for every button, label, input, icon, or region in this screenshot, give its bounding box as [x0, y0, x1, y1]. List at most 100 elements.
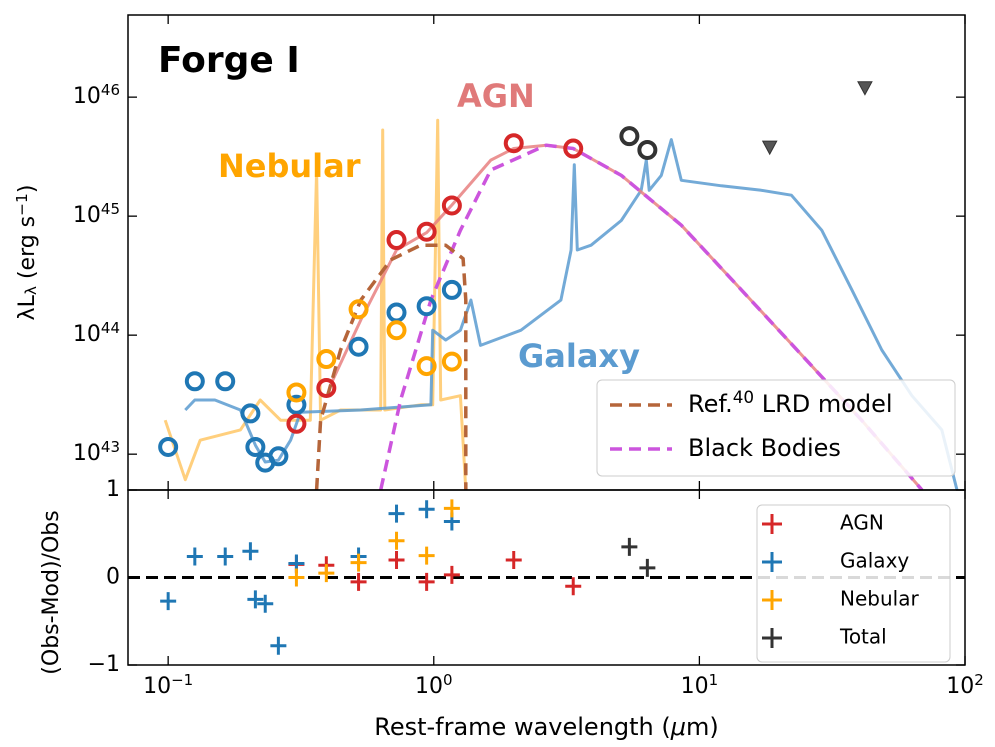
data-point — [316, 349, 337, 370]
y-tick-label: 1044 — [73, 319, 120, 347]
data-point — [441, 351, 462, 372]
data-point — [215, 371, 236, 392]
text-part: Ref. — [688, 390, 733, 418]
data-point — [563, 138, 584, 159]
tick-exponent: 43 — [101, 438, 120, 456]
y-axis-label: (Obs-Mod)/Obs — [39, 510, 64, 674]
y-tick-label: 1046 — [73, 81, 120, 109]
x-tick-label: 102 — [946, 671, 984, 699]
tick-base: 10 — [681, 674, 709, 699]
residual-marker — [350, 572, 367, 591]
annotation: Nebular — [218, 147, 361, 185]
residual-marker — [186, 547, 203, 566]
chart-title: Forge I — [158, 40, 300, 81]
data-point — [286, 394, 307, 415]
text-part: 40 — [733, 387, 754, 407]
data-point — [386, 320, 407, 341]
residual-marker — [505, 551, 522, 569]
model-line — [314, 243, 468, 490]
legend-label: Black Bodies — [688, 434, 841, 462]
data-point — [348, 299, 369, 320]
y-tick-label: 1045 — [73, 200, 120, 228]
tick-base: 10 — [73, 203, 101, 228]
text-part: (erg s — [15, 216, 40, 286]
data-point — [286, 382, 307, 403]
y-tick-label: 1043 — [73, 438, 120, 466]
x-axis-label: Rest-frame wavelength (μm) — [374, 713, 719, 741]
data-point — [416, 296, 437, 317]
residual-marker — [247, 590, 264, 609]
x-tick-label: 101 — [681, 671, 719, 699]
data-point — [637, 139, 658, 160]
data-point — [503, 133, 524, 154]
text-part: LRD model — [754, 390, 893, 418]
tick-exponent: −1 — [171, 671, 193, 689]
text-part: λ — [22, 286, 40, 295]
upper-limit — [761, 140, 778, 156]
residual-marker — [418, 572, 435, 591]
tick-exponent: 44 — [101, 319, 120, 337]
data-point — [386, 230, 407, 251]
residual-marker — [318, 564, 335, 583]
text-part: Black Bodies — [688, 434, 841, 462]
legend-box — [596, 379, 956, 477]
tick-exponent: 46 — [101, 81, 120, 99]
data-point — [416, 356, 437, 377]
data-point — [286, 413, 307, 434]
residual-marker — [217, 547, 234, 566]
data-point — [245, 436, 266, 457]
data-point — [416, 221, 437, 242]
residual-marker — [388, 504, 405, 523]
annotation: AGN — [457, 77, 535, 115]
residual-marker — [388, 531, 405, 550]
data-point — [184, 371, 205, 392]
y-tick-label: −1 — [88, 652, 120, 677]
text-part: λL — [15, 294, 40, 320]
legend-label: Total — [839, 625, 887, 649]
tick-base: 10 — [73, 84, 101, 109]
legend-box — [756, 504, 951, 663]
legend-label: Nebular — [840, 587, 919, 611]
model-line — [184, 138, 959, 490]
residual-marker — [443, 499, 460, 518]
residual-marker — [288, 568, 305, 587]
residual-marker — [621, 537, 638, 556]
tick-exponent: 1 — [709, 671, 719, 689]
data-point — [619, 126, 640, 147]
y-axis-label: λLλ (erg s−1) — [13, 185, 41, 321]
residual-marker — [418, 500, 435, 519]
x-tick-label: 10−1 — [143, 671, 193, 699]
text-part: ) — [15, 185, 40, 194]
text-part: −1 — [13, 193, 31, 216]
upper-limit — [857, 81, 873, 96]
residual-marker — [257, 594, 274, 613]
residual-marker — [388, 551, 405, 569]
text-part: μ — [670, 713, 686, 741]
residual-marker — [565, 577, 582, 596]
data-point — [268, 446, 289, 467]
residual-marker — [270, 636, 287, 655]
x-tick-label: 100 — [415, 671, 453, 699]
data-point — [240, 403, 261, 424]
residual-marker — [639, 558, 656, 577]
tick-base: 10 — [946, 674, 974, 699]
tick-base: 10 — [73, 441, 101, 466]
text-part: m) — [686, 713, 719, 741]
legend-label: Ref.40 LRD model — [688, 387, 893, 418]
data-point — [441, 195, 462, 216]
tick-exponent: 0 — [443, 671, 453, 689]
residual-marker — [443, 565, 460, 584]
tick-base: 10 — [415, 674, 443, 699]
text-part: Rest-frame wavelength ( — [374, 713, 671, 741]
legend-label: AGN — [840, 511, 884, 535]
y-tick-label: 1 — [106, 477, 120, 502]
tick-base: 10 — [143, 674, 171, 699]
data-point — [348, 336, 369, 357]
residual-marker — [418, 546, 435, 565]
residual-marker — [350, 553, 367, 572]
data-point — [316, 377, 337, 398]
legend-label: Galaxy — [840, 549, 909, 573]
bottom-plot-area — [128, 499, 965, 655]
